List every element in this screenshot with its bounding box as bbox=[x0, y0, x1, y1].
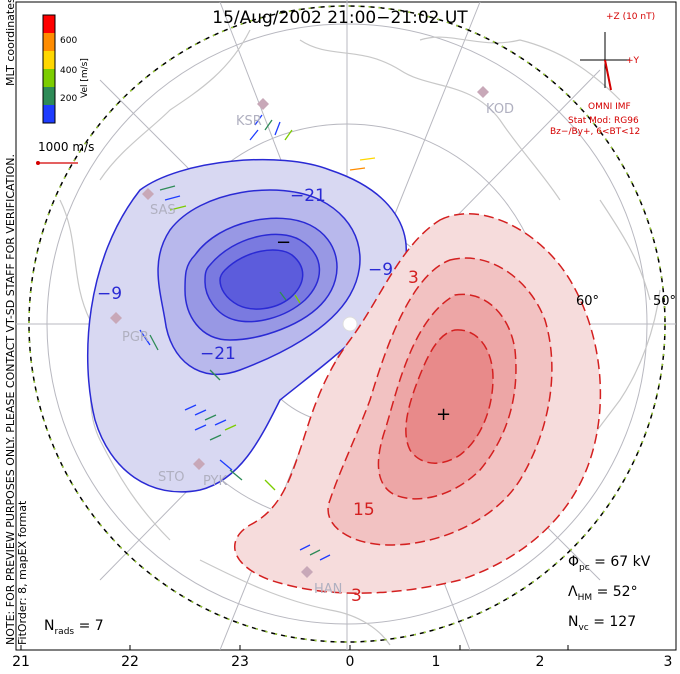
contour-label-neg-a: −21 bbox=[290, 186, 326, 206]
mlt-tick-23: 23 bbox=[231, 654, 249, 670]
imf-z-label: +Z (10 nT) bbox=[606, 12, 656, 22]
potential-minimum-marker: − bbox=[276, 232, 292, 253]
site-label-sto: STO bbox=[158, 470, 185, 485]
contour-label-neg-c: −9 bbox=[97, 284, 123, 304]
mlt-tick-0: 0 bbox=[345, 654, 355, 670]
hm-boundary-green bbox=[28, 5, 666, 643]
mlt-coordinates-label: MLT coordinates bbox=[4, 0, 17, 86]
contour-label-neg-b: −9 bbox=[368, 260, 394, 280]
mlt-tick-1: 1 bbox=[431, 654, 441, 670]
contour-label-neg-d: −21 bbox=[200, 344, 236, 364]
contour-label-pos-b: 15 bbox=[353, 500, 375, 520]
imf-y-label: +Y bbox=[626, 56, 640, 66]
pole-marker bbox=[342, 316, 358, 332]
latitude-label-50: 50° bbox=[653, 294, 677, 309]
site-label-pyk: PYK bbox=[203, 474, 228, 489]
stat-n-vc: Nvc = 127 bbox=[568, 614, 637, 633]
imf-dial bbox=[580, 32, 630, 91]
imf-conditions: Bz−/By+, 6<BT<12 bbox=[550, 127, 641, 137]
colorbar-swatch bbox=[43, 33, 55, 51]
stat-phi-pc: Φpc = 67 kV bbox=[568, 554, 651, 573]
negative-cell bbox=[86, 158, 407, 493]
latitude-label-60: 60° bbox=[576, 294, 600, 309]
colorbar-label: Vel [m/s] bbox=[80, 58, 90, 98]
mlt-tick-21: 21 bbox=[12, 654, 30, 670]
imf-source: OMNI IMF bbox=[588, 102, 631, 112]
colorbar-swatch bbox=[43, 105, 55, 123]
mlt-tick-3: 3 bbox=[663, 654, 673, 670]
radar-site-markers bbox=[110, 86, 489, 578]
imf-model: Stat Mod: RG96 bbox=[568, 116, 639, 126]
colorbar-swatch bbox=[43, 87, 55, 105]
mlt-tick-2: 2 bbox=[535, 654, 545, 670]
site-label-kod: KOD bbox=[486, 102, 515, 117]
plot-frame bbox=[15, 1, 677, 651]
mlt-tick-22: 22 bbox=[121, 654, 139, 670]
positive-cell bbox=[233, 212, 602, 594]
colorbar-tick-400: 400 bbox=[60, 66, 78, 76]
site-label-han: HAN bbox=[314, 582, 343, 597]
colorbar-tick-600: 600 bbox=[60, 36, 78, 46]
site-label-pgr: PGR bbox=[122, 330, 149, 345]
imf-vector-icon bbox=[604, 59, 612, 91]
site-label-ksr: KSR bbox=[236, 114, 262, 129]
fit-order-note: FitOrder: 8, mapEX format bbox=[16, 500, 29, 645]
colorbar-swatch bbox=[43, 69, 55, 87]
colorbar-swatch bbox=[43, 51, 55, 69]
site-label-sas: SAS bbox=[150, 203, 176, 218]
velocity-colorbar bbox=[42, 14, 56, 124]
mlt-axis-ticks bbox=[20, 645, 569, 650]
velocity-vectors bbox=[139, 114, 376, 561]
contour-label-pos-c: 3 bbox=[351, 586, 362, 606]
potential-maximum-marker: + bbox=[436, 404, 452, 425]
stat-lambda-hm: ΛHM = 52° bbox=[568, 584, 638, 603]
colorbar-tick-200: 200 bbox=[60, 94, 78, 104]
reference-vector-label: 1000 m/s bbox=[38, 140, 95, 154]
colorbar-swatch bbox=[43, 15, 55, 33]
contour-label-pos-a: 3 bbox=[408, 268, 419, 288]
stat-n-rads: Nrads = 7 bbox=[44, 618, 104, 637]
map-title: 15/Aug/2002 21:00−21:02 UT bbox=[212, 8, 468, 28]
